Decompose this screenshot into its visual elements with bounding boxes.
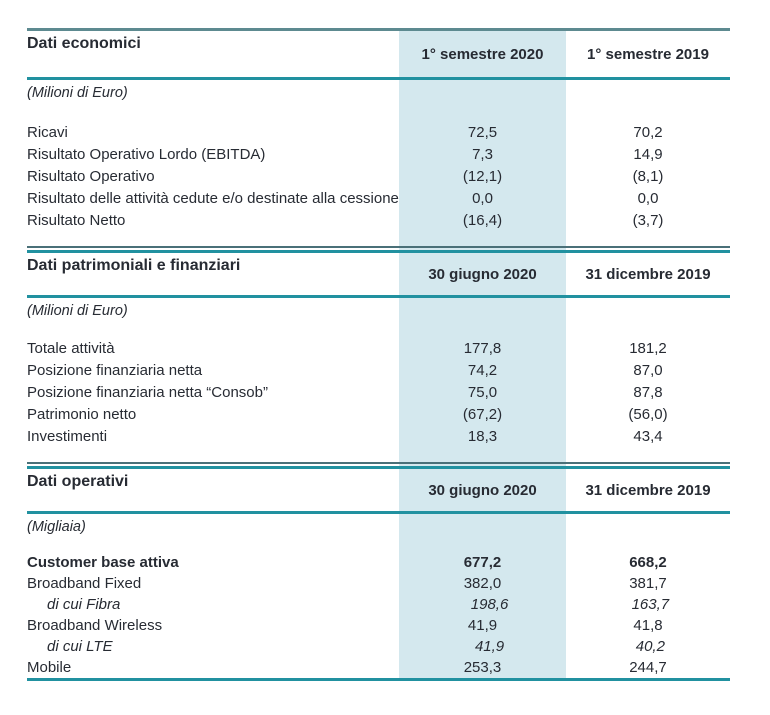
section-title: Dati economici (27, 35, 141, 52)
value-2020: 677,2 (463, 554, 502, 571)
row-label: di cui LTE (47, 638, 113, 655)
row-label: Risultato delle attività cedute e/o dest… (27, 190, 399, 207)
data-rows: Totale attività 177,8 181,2 Posizione fi… (27, 338, 730, 448)
section-divider (27, 462, 730, 469)
table-row: Posizione finanziaria netta 74,2 87,0 (27, 360, 730, 382)
table-row: Risultato Operativo (12,1) (8,1) (27, 166, 730, 188)
header-rule (27, 295, 730, 298)
col-header-2019: 31 dicembre 2019 (585, 265, 711, 283)
value-2019: 14,9 (633, 146, 663, 163)
row-label: Posizione finanziaria netta (27, 362, 203, 379)
col-header-2019: 1° semestre 2019 (587, 45, 709, 63)
table-row: Risultato Operativo Lordo (EBITDA) 7,3 1… (27, 144, 730, 166)
financial-highlights-table: Dati economici 1° semestre 2020 1° semes… (27, 28, 730, 681)
value-2020: 74,2 (467, 362, 498, 379)
value-2020: 7,3 (472, 146, 493, 163)
data-rows: Ricavi 72,5 70,2 Risultato Operativo Lor… (27, 122, 730, 232)
value-2020: (12,1) (462, 168, 503, 185)
section-divider (27, 246, 730, 253)
table-row: Mobile 253,3 244,7 (27, 657, 730, 678)
value-2019: 70,2 (633, 124, 663, 141)
table-row: di cui Fibra 198,6 163,7 (27, 594, 730, 615)
row-label: Mobile (27, 659, 72, 676)
col-header-2020: 1° semestre 2020 (421, 45, 544, 63)
section-title: Dati patrimoniali e finanziari (27, 257, 241, 274)
value-2019: 41,8 (633, 617, 663, 634)
table-row: Investimenti 18,3 43,4 (27, 426, 730, 448)
table-row: Customer base attiva 677,2 668,2 (27, 552, 730, 573)
units-label: (Milioni di Euro) (27, 85, 128, 101)
header-rule (27, 511, 730, 514)
value-2020: (16,4) (462, 212, 503, 229)
value-2020: (67,2) (462, 406, 503, 423)
value-2020: 177,8 (463, 340, 502, 357)
value-2019: 43,4 (633, 428, 663, 445)
value-2020: 0,0 (472, 190, 493, 207)
value-2020: 75,0 (467, 384, 498, 401)
data-rows: Customer base attiva 677,2 668,2 Broadba… (27, 552, 730, 678)
value-2019: (56,0) (628, 406, 668, 423)
col-header-2020: 30 giugno 2020 (428, 265, 537, 283)
col-header-2020: 30 giugno 2020 (428, 481, 537, 499)
row-label: Ricavi (27, 124, 68, 141)
table-top-rule (27, 28, 730, 31)
row-label: Patrimonio netto (27, 406, 137, 423)
row-label: Risultato Operativo Lordo (EBITDA) (27, 146, 266, 163)
value-2019: 668,2 (629, 554, 667, 571)
row-label: Posizione finanziaria netta “Consob” (27, 384, 268, 401)
section-header-row: Dati patrimoniali e finanziari 30 giugno… (27, 253, 730, 295)
row-label: Broadband Fixed (27, 575, 142, 592)
row-label: Customer base attiva (27, 554, 179, 571)
value-2019: 181,2 (629, 340, 667, 357)
table-row: Risultato Netto (16,4) (3,7) (27, 210, 730, 232)
row-label: Risultato Operativo (27, 168, 155, 185)
table-row: Broadband Wireless 41,9 41,8 (27, 615, 730, 636)
value-2019: 87,0 (633, 362, 663, 379)
header-rule (27, 77, 730, 80)
value-2020: 18,3 (467, 428, 498, 445)
table-row: Broadband Fixed 382,0 381,7 (27, 573, 730, 594)
value-2020: 382,0 (463, 575, 502, 592)
table-row: Posizione finanziaria netta “Consob” 75,… (27, 382, 730, 404)
table-row: Totale attività 177,8 181,2 (27, 338, 730, 360)
row-label: Investimenti (27, 428, 108, 445)
section-dati-patrimoniali: Dati patrimoniali e finanziari 30 giugno… (27, 253, 730, 462)
value-2020: 41,9 (474, 638, 505, 655)
col-header-2019: 31 dicembre 2019 (585, 481, 711, 499)
value-2019: (8,1) (632, 168, 664, 185)
value-2020: 41,9 (467, 617, 498, 634)
section-title: Dati operativi (27, 473, 129, 490)
table-row: Patrimonio netto (67,2) (56,0) (27, 404, 730, 426)
units-label: (Migliaia) (27, 519, 86, 535)
value-2020: 253,3 (463, 659, 502, 676)
table-row: di cui LTE 41,9 40,2 (27, 636, 730, 657)
value-2019: 244,7 (629, 659, 667, 676)
section-header-row: Dati economici 1° semestre 2020 1° semes… (27, 31, 730, 77)
value-2019: 40,2 (635, 638, 665, 655)
value-2020: 72,5 (467, 124, 498, 141)
table-row: Ricavi 72,5 70,2 (27, 122, 730, 144)
row-label: Broadband Wireless (27, 617, 163, 634)
value-2019: 0,0 (637, 190, 659, 207)
section-dati-operativi: Dati operativi 30 giugno 2020 31 dicembr… (27, 469, 730, 681)
table-row: Risultato delle attività cedute e/o dest… (27, 188, 730, 210)
value-2019: 87,8 (633, 384, 663, 401)
row-label: Risultato Netto (27, 212, 126, 229)
value-2019: 163,7 (631, 596, 670, 613)
section-header-row: Dati operativi 30 giugno 2020 31 dicembr… (27, 469, 730, 511)
row-label: di cui Fibra (47, 596, 121, 613)
units-label: (Milioni di Euro) (27, 303, 128, 319)
value-2020: 198,6 (470, 596, 509, 613)
value-2019: (3,7) (632, 212, 664, 229)
row-label: Totale attività (27, 340, 115, 357)
table-bottom-rule (27, 678, 730, 681)
highlight-column-band (399, 31, 566, 678)
value-2019: 381,7 (629, 575, 667, 592)
section-dati-economici: Dati economici 1° semestre 2020 1° semes… (27, 28, 730, 246)
